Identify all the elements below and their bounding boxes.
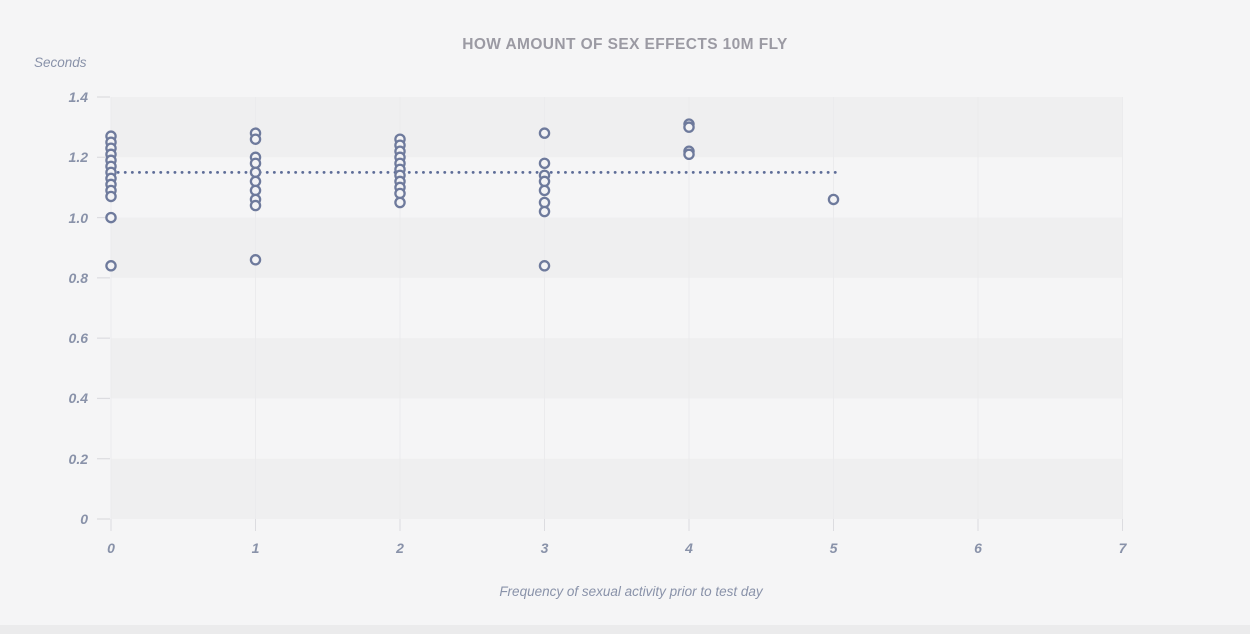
bottom-window-strip bbox=[0, 625, 1250, 634]
y-tick-label: 0 bbox=[80, 511, 88, 527]
y-tick-label: 0.4 bbox=[68, 390, 88, 407]
x-axis-title: Frequency of sexual activity prior to te… bbox=[499, 584, 763, 599]
data-point bbox=[538, 260, 551, 272]
y-axis-unit-label: Seconds bbox=[34, 55, 87, 70]
data-point bbox=[538, 184, 551, 197]
data-point bbox=[394, 196, 406, 209]
data-point bbox=[538, 205, 551, 218]
data-point bbox=[394, 187, 406, 200]
data-point bbox=[538, 127, 551, 139]
data-point bbox=[249, 166, 262, 179]
y-tick-label: 1.4 bbox=[68, 89, 88, 105]
data-point bbox=[249, 199, 262, 212]
data-point bbox=[105, 211, 117, 224]
grid-band bbox=[111, 97, 1123, 158]
y-tick-label: 0.8 bbox=[68, 269, 88, 286]
data-point bbox=[249, 157, 262, 170]
x-tick-label: 3 bbox=[540, 540, 549, 556]
x-tick-label: 6 bbox=[974, 540, 982, 556]
data-point bbox=[249, 175, 262, 188]
data-point bbox=[105, 190, 117, 203]
x-tick-label: 4 bbox=[685, 540, 693, 556]
x-tick-label: 1 bbox=[251, 540, 260, 556]
data-point bbox=[683, 148, 695, 161]
y-tick-label: 1.0 bbox=[68, 209, 88, 226]
x-tick-label: 5 bbox=[829, 540, 838, 556]
data-point bbox=[249, 133, 262, 145]
data-point bbox=[827, 193, 840, 206]
data-point bbox=[538, 175, 551, 188]
y-tick-label: 0.2 bbox=[68, 450, 88, 467]
x-tick-label: 0 bbox=[107, 540, 115, 556]
y-tick-label: 0.6 bbox=[68, 330, 88, 347]
grid-band bbox=[111, 458, 1123, 519]
data-point bbox=[249, 254, 262, 266]
data-point bbox=[683, 121, 695, 133]
grid-band bbox=[111, 217, 1123, 278]
chart-title: HOW AMOUNT OF SEX EFFECTS 10M FLY bbox=[462, 36, 788, 53]
x-tick-label: 7 bbox=[1118, 540, 1127, 556]
data-point bbox=[105, 260, 117, 272]
y-tick-label: 1.2 bbox=[68, 149, 88, 166]
data-point bbox=[249, 184, 262, 197]
data-point bbox=[538, 157, 551, 170]
grid-band bbox=[111, 338, 1123, 399]
data-point bbox=[538, 196, 551, 209]
x-tick-label: 2 bbox=[396, 540, 404, 556]
